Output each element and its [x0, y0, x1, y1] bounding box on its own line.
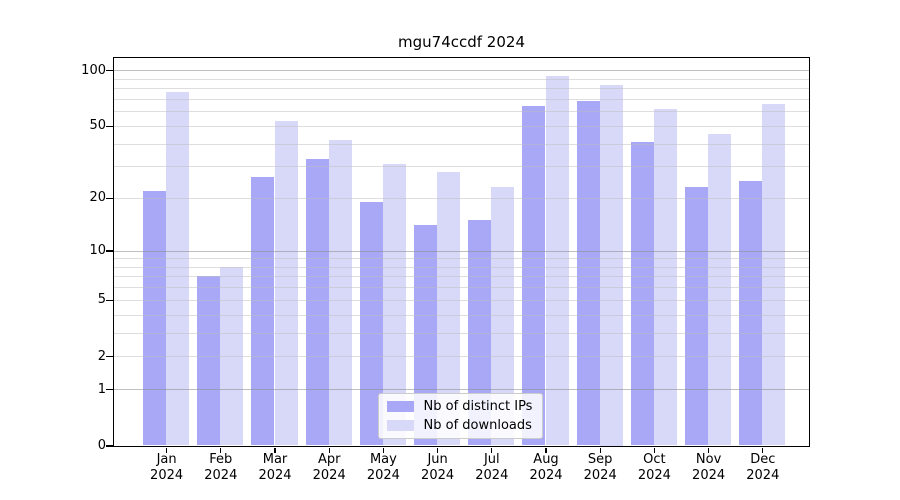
gridline-minor	[113, 314, 809, 316]
gridline-major	[113, 250, 809, 252]
legend: Nb of distinct IPs Nb of downloads	[377, 392, 544, 439]
gridline-minor	[113, 266, 809, 268]
gridline-minor	[113, 287, 809, 289]
plot-area: Nb of distinct IPs Nb of downloads	[112, 56, 810, 447]
bar-distinct-ips-oct	[630, 141, 654, 446]
x-tick-label: Mar 2024	[258, 452, 292, 483]
legend-swatch-downloads	[386, 419, 414, 431]
bar-distinct-ips-aug	[522, 106, 546, 446]
bar-distinct-ips-mar	[251, 177, 275, 446]
y-tick-label: 20	[89, 190, 106, 206]
bar-downloads-jan	[166, 92, 190, 446]
gridline-minor	[113, 299, 809, 301]
bar-distinct-ips-dec	[739, 180, 763, 446]
legend-label-downloads: Nb of downloads	[423, 417, 532, 433]
y-axis-tick	[106, 70, 113, 72]
y-axis-tick	[106, 388, 113, 391]
bar-downloads-apr	[328, 139, 352, 446]
x-tick-label: Jul 2024	[475, 452, 509, 483]
x-axis-tick	[762, 447, 764, 453]
bar-downloads-aug	[545, 76, 569, 446]
gridline-minor	[113, 78, 809, 80]
gridline-minor	[113, 88, 809, 90]
bar-downloads-sep	[599, 85, 623, 446]
x-axis-tick	[382, 447, 385, 453]
gridline-major	[113, 389, 809, 391]
y-axis-tick	[106, 125, 113, 127]
y-axis-tick	[106, 355, 113, 358]
x-axis-tick	[653, 447, 656, 453]
gridline-minor	[113, 166, 809, 168]
x-axis-tick	[328, 447, 330, 453]
bar-downloads-nov	[708, 134, 732, 446]
x-tick-label: Apr 2024	[312, 452, 346, 483]
bar-downloads-dec	[762, 103, 786, 446]
x-tick-label: Sep 2024	[583, 452, 617, 483]
gridline-major	[113, 70, 809, 72]
x-axis-tick	[491, 447, 493, 453]
x-tick-label: Jan 2024	[150, 452, 184, 483]
x-axis-tick	[165, 447, 168, 453]
x-tick-label: Jun 2024	[421, 452, 455, 483]
legend-entry-downloads: Nb of downloads	[386, 417, 533, 433]
gridline-minor	[113, 111, 809, 113]
bar-distinct-ips-apr	[305, 158, 329, 446]
y-tick-label: 50	[89, 118, 106, 134]
bar-distinct-ips-jun	[413, 225, 438, 446]
bar-downloads-jul	[491, 187, 515, 446]
x-axis-tick	[274, 447, 276, 453]
legend-entry-distinct-ips: Nb of distinct IPs	[386, 398, 533, 414]
bar-downloads-jun	[437, 171, 461, 446]
x-axis-tick	[220, 447, 222, 453]
chart-title: mgu74ccdf 2024	[398, 33, 525, 51]
y-tick-label: 100	[81, 62, 106, 78]
y-tick-label: 1	[97, 381, 106, 397]
gridline-minor	[113, 197, 809, 199]
x-tick-label: Aug 2024	[529, 452, 563, 483]
gridline-minor	[113, 258, 809, 260]
x-tick-label: Feb 2024	[204, 452, 238, 483]
bar-distinct-ips-may	[359, 201, 383, 446]
x-axis-tick	[707, 447, 710, 453]
plot-inner: Nb of distinct IPs Nb of downloads	[113, 58, 809, 446]
x-axis-tick	[436, 447, 439, 453]
y-axis-tick	[106, 197, 113, 200]
y-tick-label: 2	[97, 348, 106, 364]
bar-distinct-ips-feb	[197, 276, 221, 446]
y-tick-label: 5	[97, 292, 106, 308]
y-tick-label: 0	[97, 438, 106, 453]
y-axis-tick	[106, 445, 113, 447]
gridline-minor	[113, 356, 809, 358]
bar-downloads-mar	[274, 121, 298, 446]
bar-distinct-ips-nov	[684, 187, 709, 446]
legend-label-distinct-ips: Nb of distinct IPs	[423, 398, 533, 414]
x-axis-tick	[599, 447, 601, 453]
bar-distinct-ips-jan	[142, 190, 167, 446]
gridline-minor	[113, 98, 809, 100]
gridline-minor	[113, 125, 809, 127]
gridline-minor	[113, 332, 809, 334]
x-axis-tick	[545, 447, 547, 453]
y-axis-tick	[106, 299, 113, 301]
y-axis-tick	[106, 250, 113, 252]
x-tick-label: Oct 2024	[637, 452, 671, 483]
bar-downloads-may	[382, 163, 407, 446]
x-tick-label: Dec 2024	[746, 452, 780, 483]
y-tick-label: 10	[89, 243, 106, 258]
bar-distinct-ips-sep	[576, 101, 600, 446]
gridline-minor	[113, 143, 809, 145]
x-tick-label: May 2024	[366, 452, 400, 483]
x-tick-label: Nov 2024	[692, 452, 726, 483]
bar-downloads-feb	[220, 266, 244, 446]
gridline-minor	[113, 276, 809, 278]
legend-swatch-distinct-ips	[386, 400, 414, 412]
